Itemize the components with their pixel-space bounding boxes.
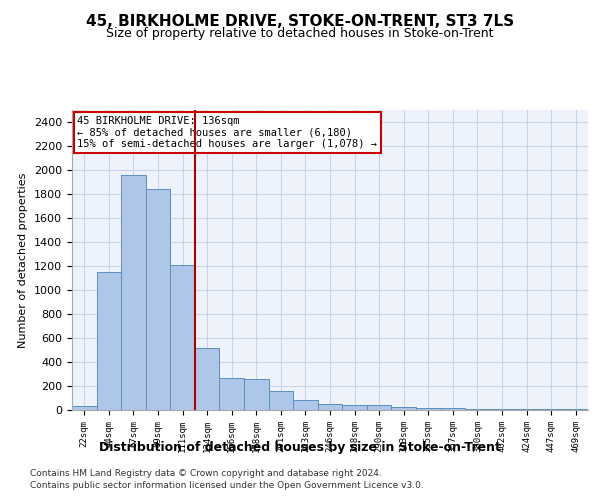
Text: 45, BIRKHOLME DRIVE, STOKE-ON-TRENT, ST3 7LS: 45, BIRKHOLME DRIVE, STOKE-ON-TRENT, ST3… (86, 14, 514, 29)
Bar (72, 406, 97, 410)
Bar (367, 405, 391, 410)
Bar (170, 265, 195, 410)
Bar (244, 379, 269, 410)
Bar (146, 189, 170, 410)
Bar (269, 392, 293, 410)
Bar (318, 404, 342, 410)
Bar (440, 408, 465, 410)
Bar (342, 404, 367, 410)
Bar (121, 175, 146, 410)
Bar (416, 408, 440, 410)
Text: Contains HM Land Registry data © Crown copyright and database right 2024.: Contains HM Land Registry data © Crown c… (30, 468, 382, 477)
Bar (293, 400, 318, 410)
Text: 45 BIRKHOLME DRIVE: 136sqm
← 85% of detached houses are smaller (6,180)
15% of s: 45 BIRKHOLME DRIVE: 136sqm ← 85% of deta… (77, 116, 377, 149)
Bar (391, 407, 416, 410)
Text: Size of property relative to detached houses in Stoke-on-Trent: Size of property relative to detached ho… (106, 28, 494, 40)
Y-axis label: Number of detached properties: Number of detached properties (19, 172, 28, 348)
Bar (220, 378, 244, 410)
Bar (195, 348, 220, 410)
Bar (97, 272, 121, 410)
Text: Contains public sector information licensed under the Open Government Licence v3: Contains public sector information licen… (30, 481, 424, 490)
Text: Distribution of detached houses by size in Stoke-on-Trent: Distribution of detached houses by size … (99, 441, 501, 454)
